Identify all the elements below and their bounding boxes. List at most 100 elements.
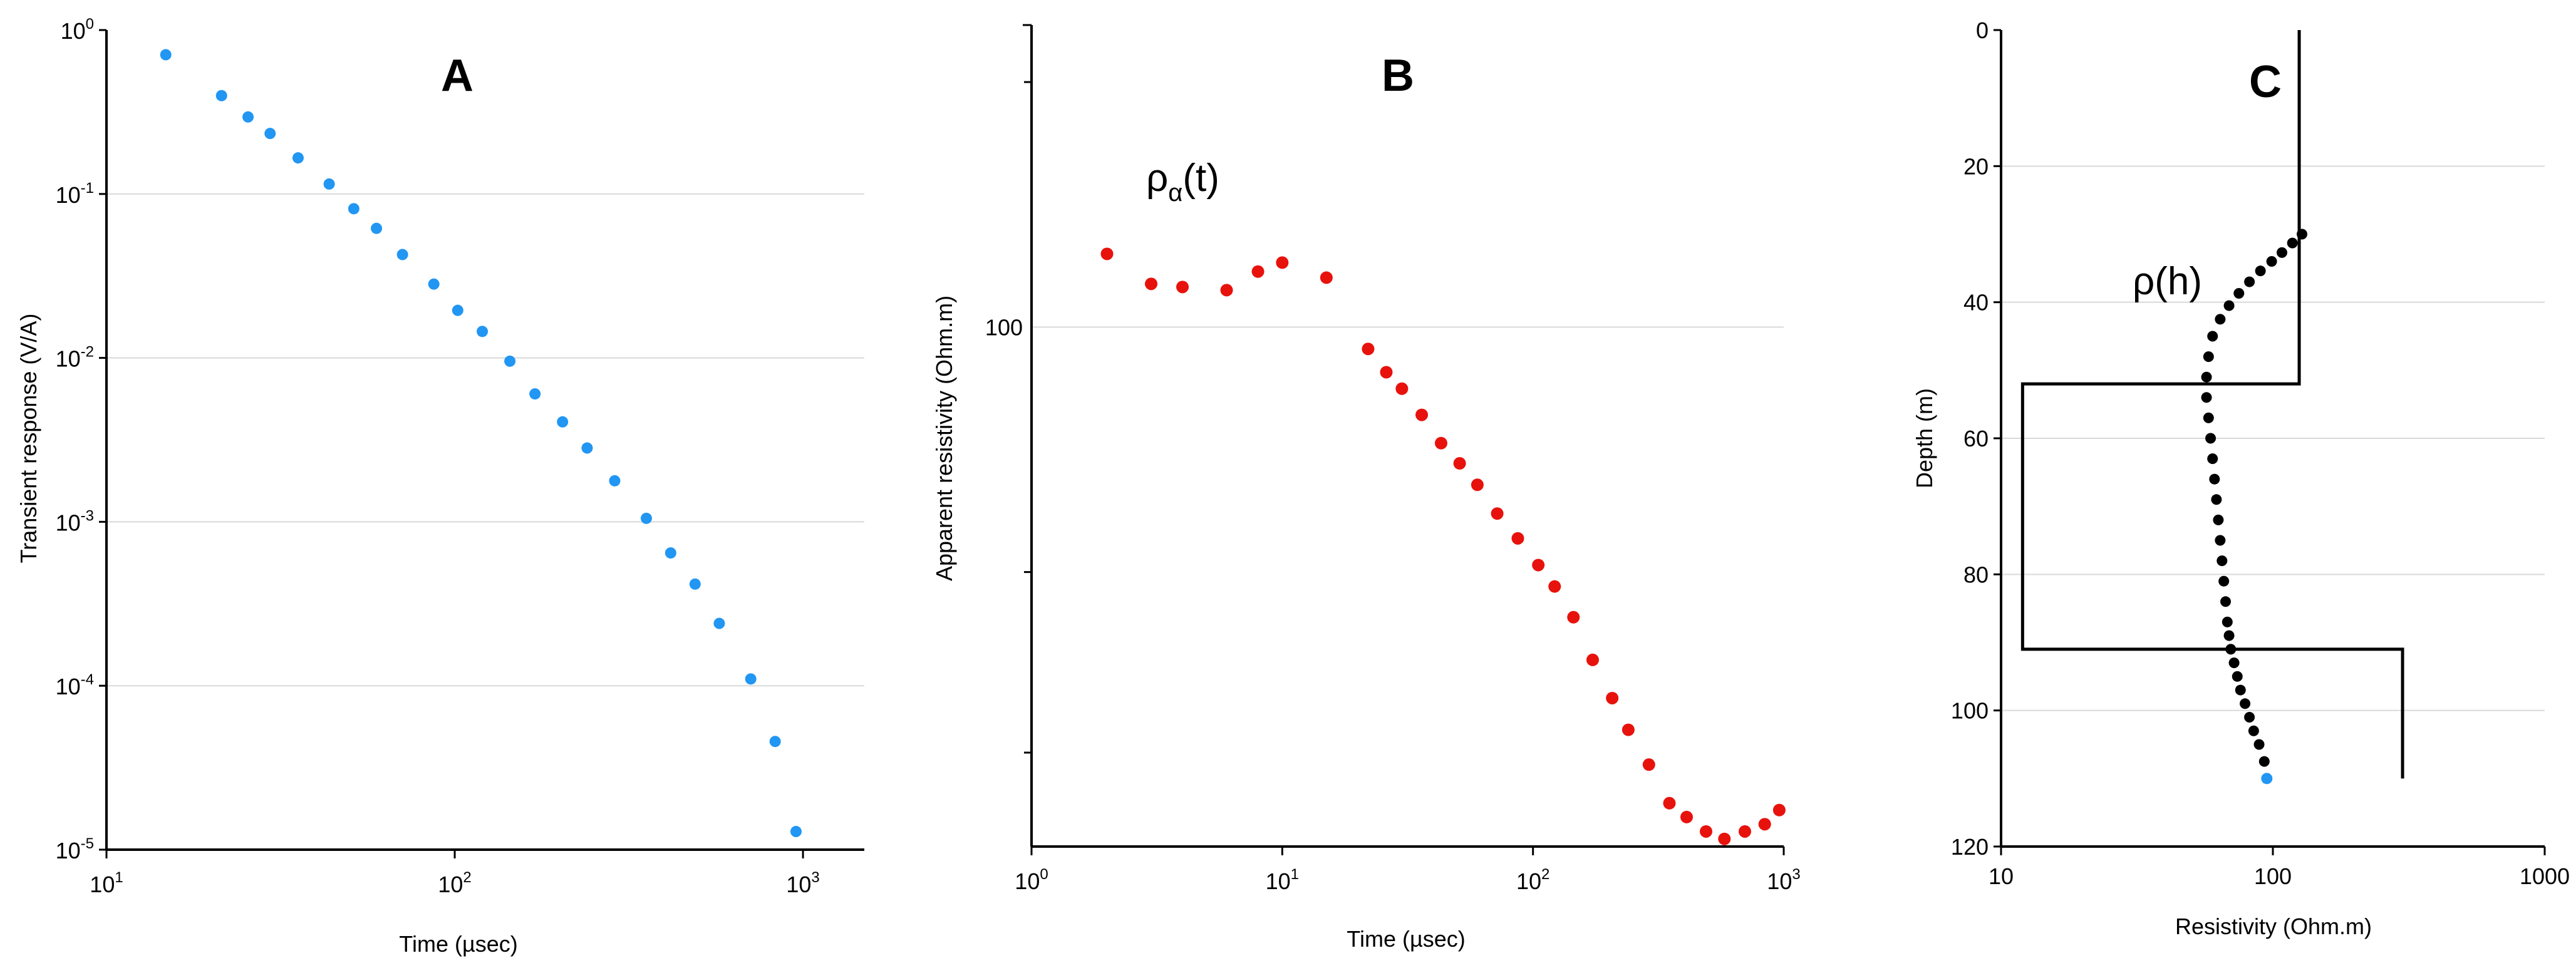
panel-a-data-point <box>477 326 489 337</box>
panel-c-profile-point <box>2223 630 2235 641</box>
panel-b-data-point <box>1718 832 1731 845</box>
panel-b-x-tick-label-base: 10 <box>1767 868 1792 894</box>
panel-a-y-tick-label: 10-1 <box>56 180 94 208</box>
panel-c-profile-point <box>2211 494 2222 505</box>
panel-c-profile-point <box>2225 644 2237 655</box>
panel-a-data-point <box>323 178 335 190</box>
panel-c-profile-point <box>2205 433 2216 444</box>
panel-c-y-tick-label: 40 <box>1963 290 1989 316</box>
panel-a-data-point <box>452 304 463 316</box>
panel-a-data-point <box>396 249 408 260</box>
panel-a-y-tick-label-exponent: -5 <box>81 835 94 852</box>
panel-a-y-tick-label: 10-3 <box>56 507 94 535</box>
panel-c-profile-point <box>2209 473 2220 485</box>
panel-a-data-point <box>689 578 701 590</box>
panel-c-profile-point <box>2232 671 2243 682</box>
panel-c-annotation-suffix: (h) <box>2154 260 2202 303</box>
panel-a-data-point <box>215 90 227 101</box>
panel-a-y-tick-label-base: 10 <box>56 838 81 863</box>
panel-c-annotation: ρ(h) <box>2133 260 2202 303</box>
panel-c-x-tick-label: 10 <box>1989 863 2014 889</box>
panel-b-data-point <box>1642 758 1655 771</box>
panel-c-profile-point <box>2287 237 2298 249</box>
panel-c-profile-point <box>2218 575 2230 587</box>
panel-c-profile-point <box>2258 756 2270 767</box>
panel-b-data-point <box>1606 691 1619 704</box>
panel-a-x-ticks: 101 102 103 <box>90 850 820 897</box>
panel-a-y-tick-label-base: 10 <box>56 346 81 372</box>
panel-a-y-tick-label-exponent: -3 <box>81 507 94 524</box>
panel-a-x-tick-label: 102 <box>438 869 471 897</box>
panel-a-data-point <box>428 278 440 290</box>
panel-c-label: C <box>2249 57 2282 107</box>
panel-a-y-tick-label-exponent: -2 <box>81 344 94 361</box>
panel-c-y-tick-label: 120 <box>1951 834 1989 860</box>
panel-a-y-tick-label-exponent: -1 <box>81 180 94 197</box>
panel-b-data-point <box>1415 408 1429 421</box>
panel-b-x-tick-label-base: 10 <box>1516 868 1541 894</box>
panel-a-y-tick-label-base: 10 <box>56 674 81 699</box>
panel-b-x-tick-label-exponent: 0 <box>1040 866 1048 883</box>
panel-c-profile-point <box>2203 351 2214 363</box>
panel-b-x-tick-label-exponent: 2 <box>1541 866 1549 883</box>
panel-b-data-point <box>1100 247 1114 260</box>
panel-c-y-tick-label: 20 <box>1963 153 1989 179</box>
panel-b-annotation: ρα(t) <box>1146 157 1219 207</box>
panel-c-profile-point <box>2235 684 2246 696</box>
panel-a-gridlines <box>106 193 864 687</box>
panel-c-annotation-symbol: ρ <box>2133 260 2154 303</box>
panel-b-y-ticks: 100 <box>985 24 1032 754</box>
panel-c-y-tick-label: 60 <box>1963 426 1989 451</box>
panel-b-x-tick-label-exponent: 1 <box>1291 866 1299 883</box>
panel-c-profile-point <box>2240 698 2251 709</box>
panel-c-layered-model <box>2020 30 2404 779</box>
panel-c-y-ticks: 0 20 40 60 80 100 120 <box>1951 18 2001 860</box>
panel-c-y-tick-label: 80 <box>1963 562 1989 587</box>
panel-a-data-point <box>242 111 254 123</box>
panel-a-y-tick-label: 10-5 <box>56 835 94 863</box>
panel-a-x-label: Time (µsec) <box>399 931 517 957</box>
panel-a-y-tick-label-base: 10 <box>61 18 86 44</box>
panel-a-y-tick-label-exponent: -4 <box>81 671 94 688</box>
panel-b-data-point <box>1220 284 1233 297</box>
panel-c-profile-point <box>2277 247 2288 258</box>
panel-c-y-label: Depth (m) <box>1911 388 1937 488</box>
panel-b-x-tick-label: 100 <box>1015 866 1048 894</box>
panel-b-x-ticks: 100 101 102 103 <box>1015 847 1801 894</box>
panel-b-data-point <box>1453 457 1466 470</box>
panel-c-profile-point <box>2216 555 2228 567</box>
panel-b-data-point <box>1362 342 1375 356</box>
panel-c-profile-point <box>2255 265 2266 277</box>
panel-b-data-point <box>1276 256 1289 269</box>
panel-a-data-point <box>745 673 757 685</box>
panel-a-data-point <box>790 826 802 838</box>
panel-a-y-label: Transient response (V/A) <box>16 314 41 564</box>
panel-b-x-tick-label-base: 10 <box>1015 868 1040 894</box>
panel-a-data-point <box>640 512 652 524</box>
panel-b-data-point <box>1380 366 1393 379</box>
panel-a-data-point <box>769 736 781 748</box>
panel-b-data-point <box>1251 265 1265 278</box>
panel-c-profile-point <box>2220 596 2232 607</box>
panel-a-data-point <box>504 355 516 367</box>
panel-b-annotation-symbol: ρ <box>1146 157 1168 200</box>
panel-c-profile-point <box>2228 657 2240 669</box>
panel-a-data-point <box>292 152 304 164</box>
panel-a-data-point <box>609 475 621 487</box>
panel-c-profile-point <box>2253 739 2265 750</box>
panel-c-profile-point <box>2213 514 2224 525</box>
panel-b-data-point <box>1680 810 1693 823</box>
panel-c-gridlines <box>2001 165 2545 711</box>
panel-b-data-point <box>1532 559 1545 572</box>
panel-b-annotation-suffix: (t) <box>1182 157 1219 200</box>
panel-b-data-point <box>1176 281 1189 294</box>
panel-b-data-point <box>1320 271 1333 284</box>
panel-c: 10 100 1000 0 20 40 60 80 100 120 C ρ(h) Resisti… <box>1911 18 2570 939</box>
panel-b-data-point <box>1758 818 1771 831</box>
panel-c-profile-point <box>2244 712 2255 723</box>
panel-c-profile-point <box>2201 371 2212 383</box>
panel-b-x-tick-label: 101 <box>1266 866 1299 894</box>
